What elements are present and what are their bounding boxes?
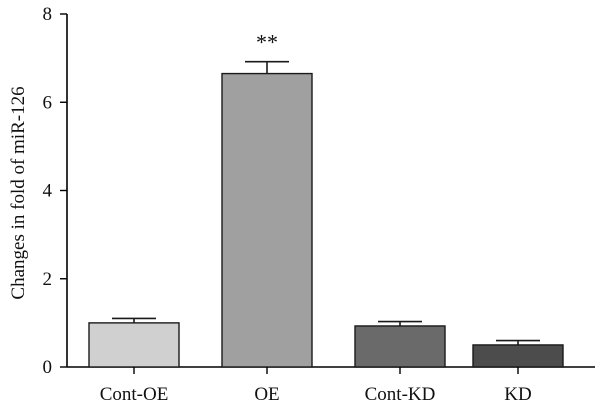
y-tick-label-8: 8: [43, 4, 53, 25]
bar-oe: [221, 72, 313, 368]
x-tick-label-kd: KD: [504, 384, 531, 405]
y-tick-label-6: 6: [43, 92, 53, 113]
bar-cont-kd: [354, 325, 446, 368]
y-tick-label-2: 2: [43, 269, 53, 290]
bar-kd: [472, 344, 564, 368]
x-tick-label-cont-kd: Cont-KD: [365, 384, 436, 405]
significance-annotation: **: [256, 30, 278, 55]
x-tick-label-cont-oe: Cont-OE: [100, 384, 169, 405]
plot-area: 0 2 4 6 8 Cont-OE OE ** Cont-KD KD: [43, 4, 595, 405]
y-tick-label-4: 4: [43, 181, 53, 202]
bar-cont-oe: [88, 322, 180, 368]
x-tick-label-oe: OE: [254, 384, 279, 405]
y-axis-label: Changes in fold of miR-126: [8, 86, 29, 299]
y-tick-label-0: 0: [43, 357, 53, 378]
